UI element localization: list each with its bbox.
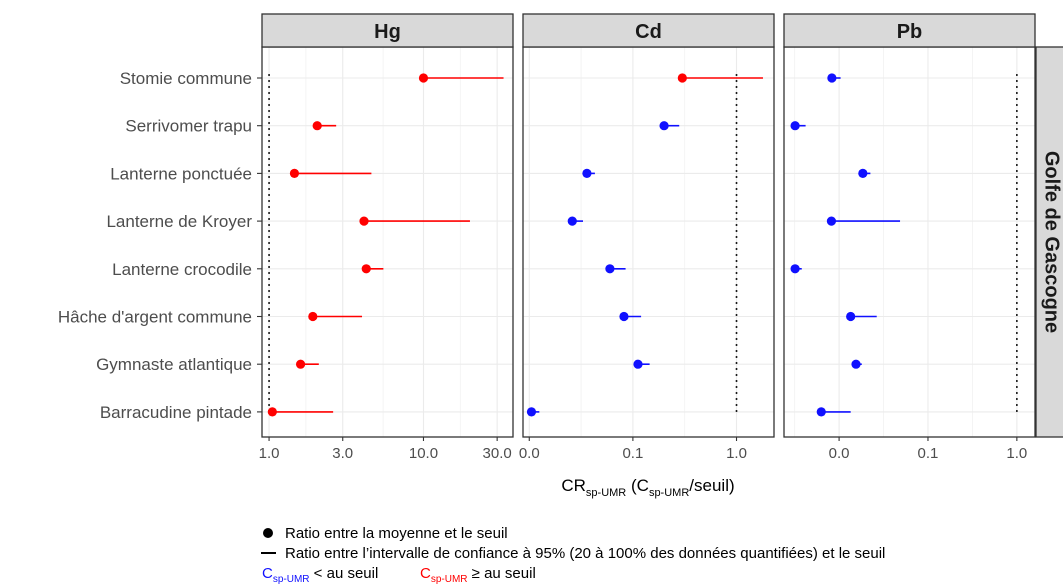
mean-point-hg-2 [289, 168, 300, 178]
panel-strip [522, 13, 775, 48]
x-tick-label: 0.1 [622, 445, 643, 462]
x-tick-label: 30.0 [483, 445, 512, 462]
mean-point-pb-7 [816, 407, 826, 417]
mean-point-cd-7 [526, 407, 537, 417]
mean-point-cd-5 [619, 311, 629, 322]
legend-above-threshold: Csp-UMR ≥ au seuil [420, 565, 536, 585]
mean-point-hg-4 [361, 264, 371, 274]
x-axis-label: CRsp-UMR (Csp-UMR/seuil) [561, 476, 734, 499]
mean-point-cd-4 [605, 264, 615, 274]
legend-point-text: Ratio entre la moyenne et le seuil [285, 525, 508, 542]
mean-point-hg-6 [295, 359, 306, 369]
mean-point-cd-1 [659, 121, 669, 131]
mean-point-cd-6 [633, 359, 643, 369]
panel-background [262, 47, 513, 437]
mean-point-pb-3 [826, 216, 837, 226]
panel-strip [783, 13, 1036, 48]
x-tick-label: 1.0 [726, 445, 747, 462]
x-axis-title: CRsp-UMR (Csp-UMR/seuil) [561, 476, 734, 499]
panel-background [784, 47, 1035, 437]
x-label-main: CR [561, 476, 586, 495]
panel-title: Pb [897, 21, 923, 43]
mean-point-hg-0 [418, 73, 429, 83]
side-strip-label: Golfe de Gascogne [1041, 151, 1063, 333]
facet-side-strip: Golfe de Gascogne [1035, 46, 1063, 438]
legend-below-main: C [262, 565, 273, 582]
category-labels: Stomie commune Serrivomer trapu Lanterne p… [58, 69, 262, 422]
legend-line-text: Ratio entre l’intervalle de confiance à … [285, 545, 885, 562]
category-label: Serrivomer trapu [125, 117, 252, 136]
x-tick-label: 1.0 [1006, 445, 1027, 462]
legend-below-threshold: Csp-UMR < au seuil [262, 565, 378, 585]
x-tick-label: 0.1 [918, 445, 939, 462]
x-label-close: /seuil) [689, 476, 734, 495]
x-tick-label: 3.0 [332, 445, 353, 462]
category-label: Barracudine pintade [100, 403, 252, 422]
legend-above-sub: sp-UMR [431, 574, 468, 585]
mean-point-cd-0 [677, 73, 687, 83]
panel-pb: Pb 0.0 0.1 1.0 [783, 13, 1036, 462]
mean-point-pb-0 [827, 73, 837, 83]
mean-point-hg-7 [267, 407, 277, 417]
category-label: Hâche d'argent commune [58, 308, 252, 327]
category-label: Lanterne crocodile [112, 260, 252, 279]
mean-point-pb-6 [851, 359, 861, 369]
mean-point-cd-3 [567, 216, 577, 226]
x-tick-label: 10.0 [409, 445, 438, 462]
panel-strip [261, 13, 514, 48]
x-label-sub2: sp-UMR [649, 487, 689, 499]
panel-background [523, 47, 774, 437]
x-tick-label: 0.0 [519, 445, 540, 462]
legend-above-text: ≥ au seuil [468, 565, 536, 582]
panels: Hg 1.0 3.0 10.0 30.0 Cd 0.0 0.1 1.0 Pb 0.0 0.1 1.0 [259, 13, 1036, 462]
panel-cd: Cd 0.0 0.1 1.0 [519, 13, 775, 462]
panel-title: Cd [635, 21, 662, 43]
mean-point-hg-1 [312, 121, 322, 131]
category-label: Lanterne de Kroyer [106, 212, 252, 231]
mean-point-pb-2 [858, 168, 868, 178]
x-tick-label: 0.0 [829, 445, 850, 462]
mean-point-pb-5 [846, 311, 856, 322]
legend-below-sub: sp-UMR [273, 574, 310, 585]
mean-point-hg-3 [359, 216, 369, 226]
side-strip [1035, 46, 1063, 438]
legend: Ratio entre la moyenne et le seuil Ratio … [261, 525, 885, 585]
mean-point-cd-2 [582, 168, 592, 178]
category-label: Lanterne ponctuée [110, 164, 252, 183]
panel-title: Hg [374, 21, 401, 43]
x-label-open: (C [626, 476, 649, 495]
category-label: Gymnaste atlantique [96, 355, 252, 374]
legend-above-main: C [420, 565, 431, 582]
mean-point-hg-5 [308, 311, 318, 322]
category-label: Stomie commune [120, 69, 252, 88]
mean-point-pb-4 [790, 264, 800, 274]
legend-point-symbol [263, 528, 273, 538]
mean-point-pb-1 [790, 121, 800, 131]
x-tick-label: 1.0 [259, 445, 280, 462]
legend-below-text: < au seuil [310, 565, 379, 582]
x-label-sub: sp-UMR [586, 487, 626, 499]
panel-hg: Hg 1.0 3.0 10.0 30.0 [259, 13, 514, 462]
